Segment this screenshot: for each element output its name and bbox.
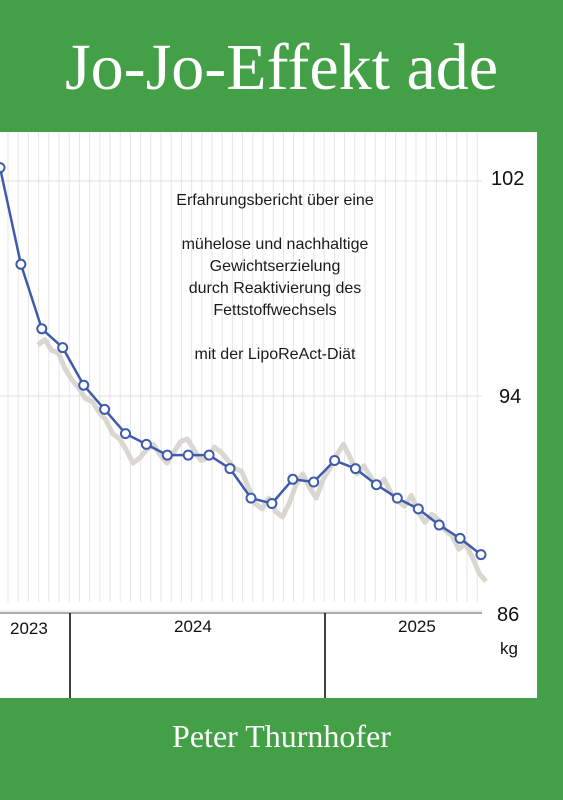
book-title: Jo-Jo-Effekt ade (64, 31, 499, 104)
y-tick-label: 86 (497, 604, 520, 626)
data-point (99, 403, 111, 415)
subtitle-line: mit der LipoReAct-Diät (194, 346, 356, 363)
subtitle-gap (140, 212, 410, 234)
subtitle-line: Gewichtserzielung (209, 258, 341, 275)
x-tick-label: 2023 (10, 619, 48, 638)
subtitle-line: durch Reaktivierung des (188, 280, 362, 297)
data-point (433, 519, 445, 531)
chart-panel: Erfahrungsbericht über eine mühelose und… (0, 132, 537, 698)
data-point (350, 463, 361, 475)
data-point (0, 162, 6, 174)
data-point (287, 473, 299, 485)
data-point (370, 479, 382, 491)
subtitle-line: mühelose und nachhaltige (181, 236, 369, 253)
y-tick-label: 94 (499, 386, 522, 408)
data-point (475, 549, 487, 561)
data-point (36, 323, 48, 335)
daily-weight-noise (36, 337, 488, 584)
subtitle: Erfahrungsbericht über eine mühelose und… (140, 190, 410, 366)
subtitle-line: Erfahrungsbericht über eine (176, 192, 374, 209)
data-point (182, 449, 194, 461)
data-point (161, 449, 173, 461)
data-point (57, 342, 69, 354)
unit-label: kg (500, 639, 518, 658)
y-tick-label: 102 (491, 168, 525, 190)
data-point (266, 498, 278, 509)
data-point (245, 492, 257, 504)
data-point (412, 503, 424, 515)
data-point (120, 428, 131, 440)
x-tick-label: 2024 (174, 617, 212, 636)
data-point (224, 463, 236, 475)
x-tick-label: 2025 (398, 617, 436, 636)
data-point (454, 532, 466, 544)
weight-chart (0, 132, 488, 698)
data-point (140, 438, 152, 450)
data-point (15, 258, 27, 270)
data-point (391, 492, 403, 504)
data-point (308, 476, 320, 488)
subtitle-gap (140, 322, 410, 344)
author-name: Peter Thurnhofer (172, 718, 391, 754)
subtitle-line: Fettstoffwechsels (213, 302, 337, 319)
data-point (203, 449, 215, 461)
data-point (329, 455, 341, 466)
data-point (78, 379, 90, 391)
